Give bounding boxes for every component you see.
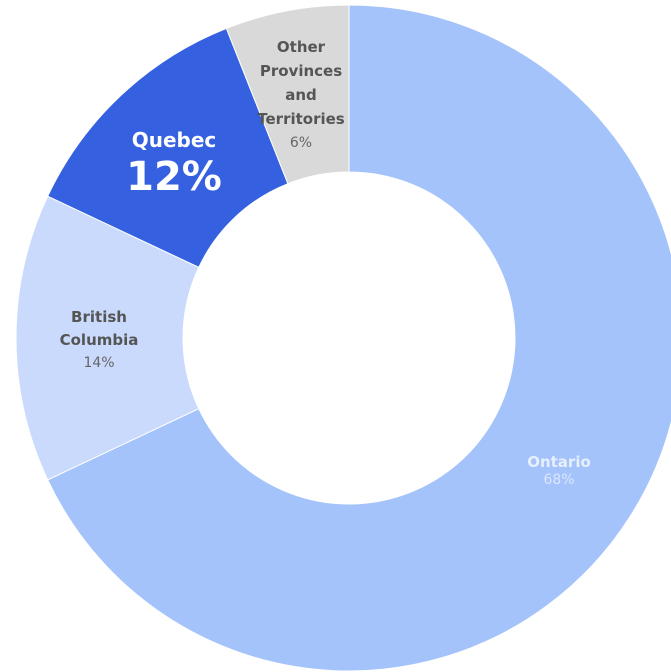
slice (15, 195, 200, 481)
label-line: Columbia (60, 331, 139, 349)
label-line: Provinces (260, 62, 342, 80)
slice-value-label: 68% (543, 472, 574, 488)
label-line: Other (277, 38, 326, 56)
slice-label: British Columbia (60, 308, 139, 349)
slice-value-label: 14% (83, 355, 114, 371)
slice-value-label: 12% (126, 154, 222, 200)
slice (47, 27, 289, 268)
label-line: British (71, 308, 127, 326)
slice-label: Ontario (527, 453, 591, 471)
slice (47, 4, 671, 672)
slice (225, 4, 350, 185)
label-line: and (285, 86, 317, 104)
label-line: Ontario (527, 453, 591, 471)
label-line: Territories (257, 110, 345, 128)
slice-value-label: 6% (290, 135, 312, 151)
slice-label: Quebec (132, 128, 217, 152)
slice-label: Other Provinces and Territories (257, 38, 345, 128)
label-line: Quebec (132, 128, 217, 152)
